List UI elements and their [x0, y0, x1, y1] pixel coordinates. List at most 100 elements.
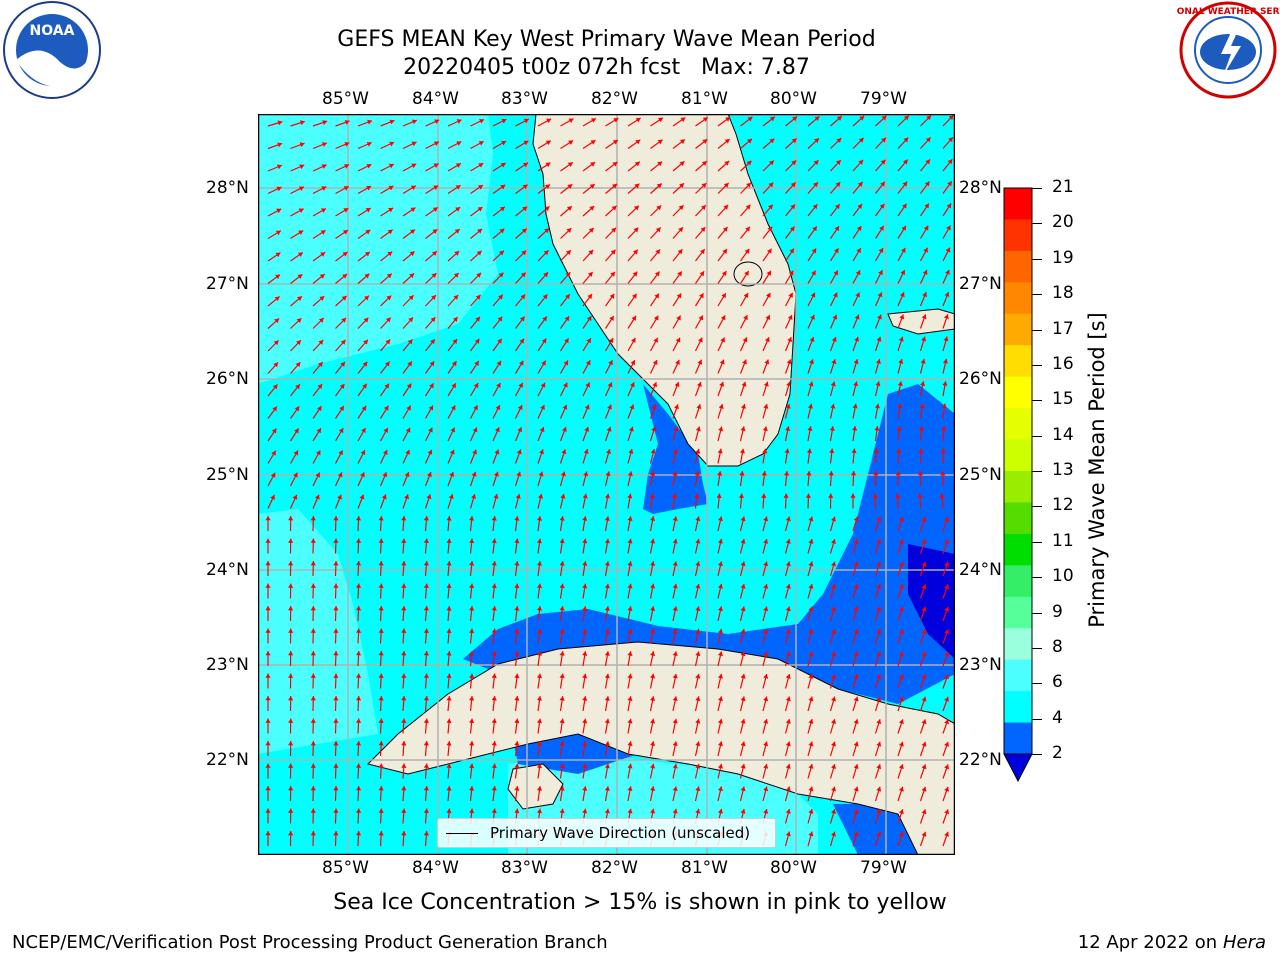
wave-arrow-head	[878, 248, 884, 254]
wave-arrow-head	[446, 538, 452, 544]
wave-arrow-head	[898, 629, 904, 635]
wave-arrow-head	[271, 450, 276, 456]
lat-tick-left: 27°N	[206, 274, 249, 294]
wave-arrow-head	[514, 741, 520, 746]
wave-arrow-head	[514, 606, 520, 611]
wave-arrow-head	[724, 160, 730, 166]
wave-arrow-head	[785, 403, 791, 409]
wave-arrow-head	[378, 763, 384, 768]
wave-arrow-head	[378, 538, 384, 543]
wave-arrow-head	[921, 741, 927, 747]
wave-arrow-head	[836, 138, 842, 143]
wave-arrow-head	[807, 403, 813, 409]
wave-arrow-head	[813, 160, 819, 166]
wave-arrow-head	[563, 382, 568, 388]
wave-arrow-head	[627, 808, 633, 814]
wave-arrow-head	[921, 584, 927, 590]
wave-arrow-head	[900, 247, 906, 253]
wave-arrow-head	[590, 162, 596, 167]
wave-arrow-head	[745, 204, 751, 210]
colorbar-tick: 4	[1052, 707, 1063, 728]
wave-arrow-head	[604, 628, 610, 634]
colorbar-tick: 18	[1052, 283, 1074, 304]
wave-arrow-head	[743, 315, 748, 321]
wave-arrow-head	[700, 249, 705, 255]
wave-arrow-head	[740, 516, 746, 522]
wave-arrow-head	[627, 538, 633, 544]
wave-arrow-head	[650, 808, 656, 814]
wave-arrow-head	[423, 786, 429, 791]
wave-arrow-head	[333, 718, 339, 723]
wave-arrow-head	[655, 227, 661, 233]
wave-arrow-head	[386, 295, 392, 301]
wave-arrow-head	[808, 719, 814, 724]
wave-arrow-head	[740, 718, 746, 724]
wave-arrow-head	[342, 230, 348, 235]
wave-arrow-head	[584, 404, 590, 410]
wave-arrow-head	[538, 493, 544, 499]
wave-arrow-head	[609, 315, 614, 321]
wave-arrow-head	[265, 628, 271, 633]
wave-arrow-head	[786, 359, 792, 365]
wave-arrow-head	[430, 317, 436, 323]
wave-arrow-head	[536, 808, 543, 814]
lat-tick-left: 23°N	[206, 655, 249, 675]
wave-arrow-head	[401, 538, 407, 543]
wave-arrow-head	[853, 584, 859, 590]
wave-arrow-head	[853, 809, 859, 815]
wave-arrow-head	[917, 471, 924, 476]
wave-arrow-head	[451, 361, 457, 367]
wave-arrow-head	[364, 273, 370, 279]
wave-arrow-head	[768, 204, 773, 210]
lon-tick-top: 80°W	[770, 89, 817, 109]
lat-tick-right: 22°N	[959, 750, 1002, 770]
wave-arrow-head	[876, 629, 882, 635]
colorbar-tick: 20	[1052, 212, 1074, 233]
ocean-2-4-keys	[643, 384, 708, 514]
wave-arrow-head	[288, 741, 294, 746]
wave-arrow-head	[695, 606, 701, 612]
wave-arrow-head	[836, 116, 842, 121]
wave-arrow-head	[411, 119, 417, 125]
wave-arrow-head	[389, 119, 395, 125]
wave-arrow-head	[355, 831, 362, 836]
wave-arrow-head	[611, 205, 617, 211]
wave-arrow-head	[763, 404, 769, 409]
wave-arrow-head	[404, 472, 410, 478]
wave-arrow-head	[897, 381, 903, 387]
wave-arrow-head	[545, 140, 551, 146]
wave-arrow-head	[582, 493, 588, 499]
wave-arrow-head	[566, 206, 572, 211]
wave-arrow-head	[672, 628, 678, 634]
wave-arrow-head	[477, 206, 483, 212]
wave-arrow-head	[830, 403, 836, 409]
wave-arrow-head	[469, 696, 475, 701]
wave-arrow-head	[355, 606, 362, 611]
wave-arrow-head	[608, 338, 614, 344]
wave-arrow-head	[808, 696, 814, 702]
wave-arrow-head	[924, 181, 930, 187]
wave-arrow-head	[265, 538, 271, 543]
wave-arrow-head	[699, 271, 705, 277]
wave-arrow-head	[856, 226, 862, 232]
colorbar-tick-mark	[1032, 258, 1042, 260]
wave-arrow-head	[763, 718, 769, 724]
wave-arrow-head	[310, 696, 316, 701]
wave-arrow-head	[629, 404, 635, 410]
wave-arrow-head	[767, 226, 773, 232]
wave-arrow-head	[631, 337, 636, 343]
wave-arrow-head	[675, 337, 681, 343]
wave-arrow-head	[319, 296, 325, 301]
wave-arrow-head	[655, 249, 661, 255]
wave-arrow-head	[808, 674, 814, 679]
wave-arrow-head	[649, 493, 655, 499]
wave-arrow-head	[627, 493, 633, 499]
colorbar-tick: 21	[1052, 177, 1074, 197]
wave-arrow-head	[740, 583, 746, 589]
wave-arrow-head	[880, 159, 886, 165]
wave-arrow-head	[717, 606, 723, 612]
wave-arrow-head	[808, 561, 814, 567]
wave-arrow-head	[876, 831, 882, 837]
wave-arrow-head	[806, 471, 812, 476]
colorbar-segment	[1004, 628, 1032, 661]
